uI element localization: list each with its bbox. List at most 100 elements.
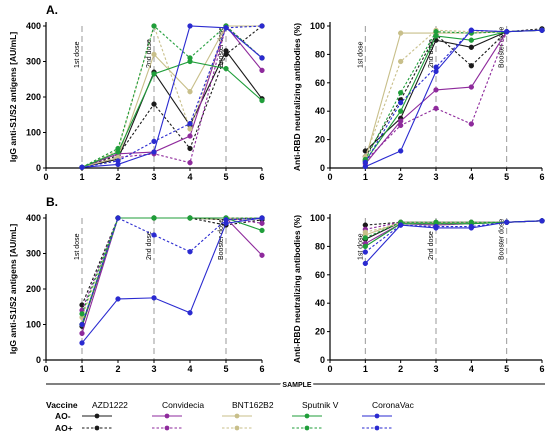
series-bnt162b2-ao-plus <box>362 27 545 160</box>
data-point <box>151 232 157 238</box>
shared-x-axis: SAMPLE <box>46 380 545 391</box>
data-point <box>433 64 439 70</box>
legend-item-convidecia: Convidecia <box>152 400 204 431</box>
panel-label-a: A. <box>46 3 58 17</box>
legend-title: Vaccine <box>46 400 78 410</box>
legend-swatch-marker <box>374 413 380 419</box>
series-line <box>81 24 263 168</box>
data-point <box>398 122 404 129</box>
shared-x-label: SAMPLE <box>282 382 312 389</box>
data-point <box>468 84 474 90</box>
data-point <box>79 311 85 317</box>
data-point <box>259 215 265 221</box>
series-coronavac-ao-plus <box>79 23 265 170</box>
series-line <box>81 24 262 168</box>
series-coronavac-ao-plus <box>362 27 545 165</box>
legend-item-azd1222: AZD1222 <box>82 400 128 431</box>
x-tick-label: 5 <box>223 172 228 182</box>
x-tick-label: 4 <box>469 172 474 182</box>
x-tick-label: 6 <box>259 364 264 374</box>
y-tick-label: 300 <box>26 57 41 67</box>
series-azd1222-ao-plus <box>362 26 545 160</box>
x-tick-label: 2 <box>115 172 120 182</box>
data-point <box>398 100 404 106</box>
data-point <box>223 65 229 72</box>
series-line <box>81 25 263 168</box>
dose-label-0: 1st dose <box>357 41 364 68</box>
legend: Vaccine AO- AO+ AZD1222 Convidecia BNT162B… <box>46 400 415 433</box>
y-tick-label: 200 <box>26 284 41 294</box>
y-tick-label: 0 <box>320 355 325 365</box>
series-convidecia-ao-plus <box>79 215 265 313</box>
y-tick-label: 80 <box>315 49 325 59</box>
data-point <box>398 90 404 96</box>
data-point <box>362 159 368 165</box>
y-tick-label: 0 <box>320 163 325 173</box>
y-tick-label: 300 <box>26 249 41 259</box>
data-point <box>362 229 368 235</box>
data-point <box>187 89 193 95</box>
x-tick-label: 4 <box>187 364 192 374</box>
series-bnt162b2-ao-plus <box>79 215 265 321</box>
x-tick-label: 1 <box>363 172 368 182</box>
y-tick-label: 100 <box>26 320 41 330</box>
legend-label: BNT162B2 <box>232 400 274 410</box>
series-sputnik-v-ao-minus <box>79 215 265 328</box>
y-tick-label: 60 <box>315 270 325 280</box>
series-line <box>364 29 543 162</box>
series-line <box>81 217 263 318</box>
x-tick-label: 0 <box>327 364 332 374</box>
y-axis-label: Anti-RBD neutralizing antibodies (%) <box>292 215 302 363</box>
data-point <box>187 23 193 29</box>
data-point <box>468 121 474 127</box>
x-tick-label: 0 <box>43 172 48 182</box>
x-tick-label: 1 <box>79 172 84 182</box>
dose-label-0: 1st dose <box>74 233 81 260</box>
legend-item-coronavac: CoronaVac <box>362 400 415 431</box>
legend-swatch-marker <box>164 413 170 419</box>
x-tick-label: 1 <box>79 364 84 374</box>
series-line <box>81 25 263 168</box>
x-tick-label: 3 <box>151 364 156 374</box>
dose-label-2: Booster dose <box>499 27 506 68</box>
dose-label-2: Booster dose <box>218 27 225 68</box>
y-tick-label: 40 <box>315 106 325 116</box>
legend-swatch-marker <box>234 413 240 419</box>
legend-label: CoronaVac <box>372 400 415 410</box>
series-line <box>81 217 263 306</box>
legend-swatch-marker <box>164 425 170 431</box>
data-point <box>362 243 368 250</box>
legend-swatch-marker <box>94 425 100 431</box>
series-line <box>81 217 263 325</box>
data-point <box>223 25 229 31</box>
x-tick-label: 5 <box>504 364 509 374</box>
series-azd1222-ao-minus <box>79 48 265 170</box>
legend-label: Sputnik V <box>302 400 339 410</box>
x-tick-label: 3 <box>433 364 438 374</box>
series-line <box>81 217 263 311</box>
data-point <box>468 27 474 33</box>
data-point <box>115 145 121 152</box>
data-point <box>433 223 439 230</box>
series-line <box>364 29 543 163</box>
data-point <box>398 148 404 154</box>
data-point <box>398 108 404 114</box>
y-tick-label: 0 <box>36 355 41 365</box>
data-point <box>259 97 265 104</box>
legend-swatch-marker <box>374 425 380 431</box>
data-point <box>151 295 157 301</box>
x-tick-label: 6 <box>539 172 544 182</box>
chart-B-left: B. 1st dose 2nd dose Booster dose 0 1 2 3 4 5 6 0 10… <box>8 195 265 374</box>
y-axis-label: Anti-RBD neutralizing antibodies (%) <box>292 23 302 171</box>
data-point <box>79 330 85 337</box>
data-point <box>187 120 193 127</box>
series-coronavac-ao-plus <box>362 218 545 255</box>
data-point <box>398 58 404 65</box>
dose-label-1: 2nd dose <box>146 39 153 68</box>
y-tick-label: 40 <box>315 298 325 308</box>
x-tick-label: 4 <box>187 172 192 182</box>
legend-label: Convidecia <box>162 400 204 410</box>
y-axis-label: IgG anti-S1/S2 antigens [AU/mL] <box>8 32 18 163</box>
legend-columns: AZD1222 Convidecia BNT162B2 Sputnik V Corona… <box>82 400 415 431</box>
legend-swatch-marker <box>234 425 240 431</box>
